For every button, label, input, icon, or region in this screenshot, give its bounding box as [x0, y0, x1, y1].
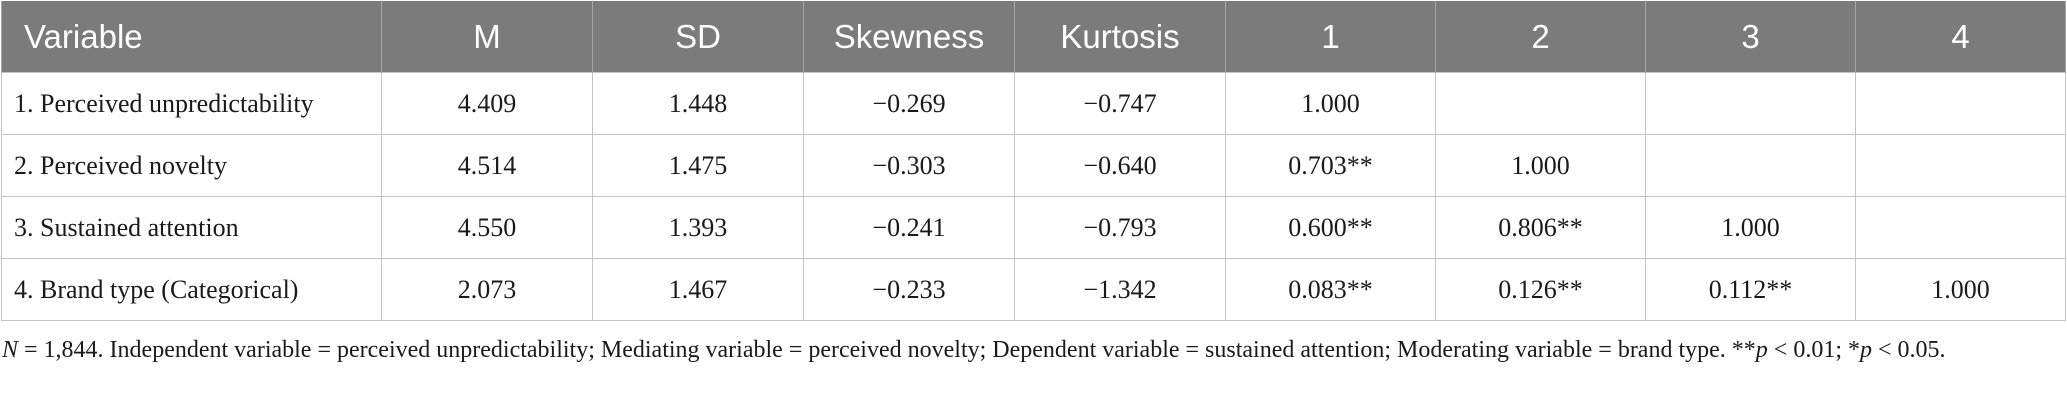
table-cell: 4.409 — [381, 72, 593, 135]
header-skewness: Skewness — [803, 1, 1015, 73]
table-cell: −0.793 — [1014, 196, 1226, 259]
table-cell — [1435, 72, 1646, 135]
table-cell: 2. Perceived novelty — [1, 134, 382, 197]
table-cell: 0.083** — [1225, 258, 1436, 321]
descriptive-statistics-table: Variable M SD Skewness Kurtosis 1 2 3 4 … — [1, 1, 2066, 321]
table-cell: 4. Brand type (Categorical) — [1, 258, 382, 321]
table-cell: 4.550 — [381, 196, 593, 259]
table-cell: 1.000 — [1435, 134, 1646, 197]
table-cell: 1.467 — [592, 258, 804, 321]
n-symbol: N — [2, 337, 19, 363]
table-cell: 1.393 — [592, 196, 804, 259]
header-col-1: 1 — [1225, 1, 1436, 73]
table-cell: 1.475 — [592, 134, 804, 197]
table-cell — [1855, 196, 2066, 259]
note-text: = 1,844. Independent variable = perceive… — [18, 337, 1756, 363]
table-cell — [1645, 72, 1856, 135]
header-col-4: 4 — [1855, 1, 2066, 73]
table-cell: 2.073 — [381, 258, 593, 321]
table-row: 2. Perceived novelty 4.514 1.475 −0.303 … — [1, 134, 2066, 197]
table-cell: 0.600** — [1225, 196, 1436, 259]
note-p2-text: < 0.05. — [1871, 337, 1946, 363]
table-row: 3. Sustained attention 4.550 1.393 −0.24… — [1, 196, 2066, 259]
table-cell: 0.126** — [1435, 258, 1646, 321]
table-cell: 3. Sustained attention — [1, 196, 382, 259]
table-cell: −0.747 — [1014, 72, 1226, 135]
table-cell: −0.241 — [803, 196, 1015, 259]
table-cell: −0.303 — [803, 134, 1015, 197]
header-col-2: 2 — [1435, 1, 1646, 73]
header-kurtosis: Kurtosis — [1014, 1, 1226, 73]
table-cell: 1.448 — [592, 72, 804, 135]
p-symbol: p — [1859, 337, 1872, 363]
table-cell — [1855, 134, 2066, 197]
table-cell: −0.269 — [803, 72, 1015, 135]
table-row: 4. Brand type (Categorical) 2.073 1.467 … — [1, 258, 2066, 321]
p-symbol: p — [1755, 337, 1768, 363]
table-cell: 4.514 — [381, 134, 593, 197]
table-cell — [1645, 134, 1856, 197]
table-cell: 1. Perceived unpredictability — [1, 72, 382, 135]
table-cell: −1.342 — [1014, 258, 1226, 321]
table-row: 1. Perceived unpredictability 4.409 1.44… — [1, 72, 2066, 135]
table-cell: −0.233 — [803, 258, 1015, 321]
header-sd: SD — [592, 1, 804, 73]
table-cell: 1.000 — [1645, 196, 1856, 259]
table-footnote: N = 1,844. Independent variable = percei… — [2, 333, 2052, 367]
table-cell: 0.112** — [1645, 258, 1856, 321]
table-cell: 0.703** — [1225, 134, 1436, 197]
table-cell: −0.640 — [1014, 134, 1226, 197]
header-col-3: 3 — [1645, 1, 1856, 73]
header-mean: M — [381, 1, 593, 73]
table-cell: 1.000 — [1225, 72, 1436, 135]
table-cell — [1855, 72, 2066, 135]
table-cell: 0.806** — [1435, 196, 1646, 259]
table-header-row: Variable M SD Skewness Kurtosis 1 2 3 4 — [1, 1, 2066, 73]
note-p1-text: < 0.01; * — [1767, 337, 1860, 363]
table-cell: 1.000 — [1855, 258, 2066, 321]
header-variable: Variable — [1, 1, 382, 73]
